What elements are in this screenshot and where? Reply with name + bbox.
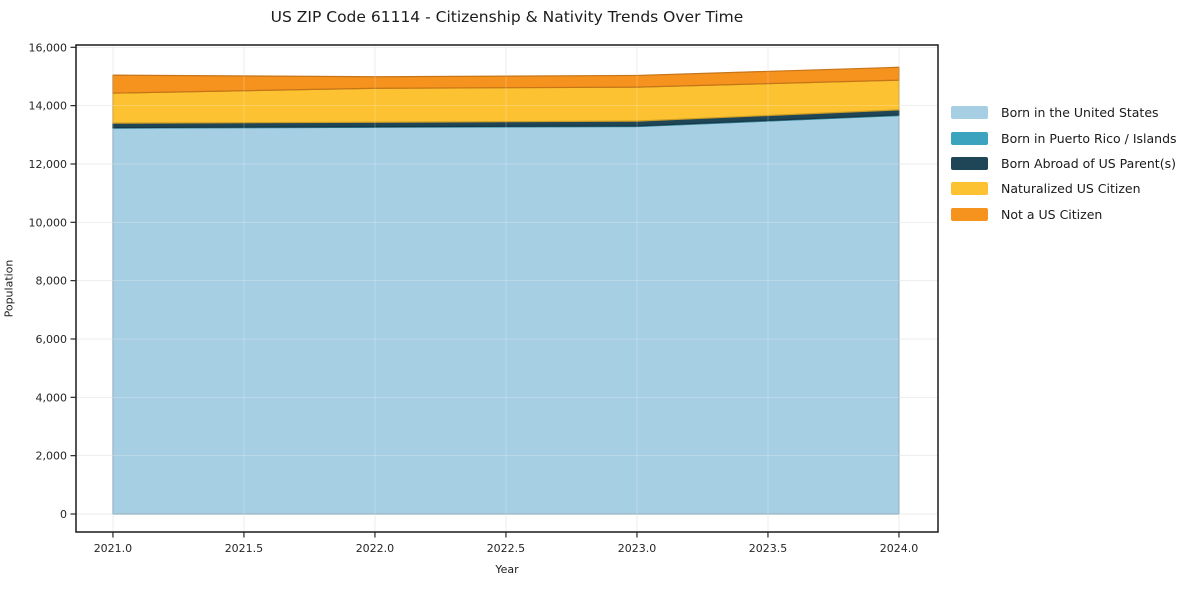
area-series-4 <box>112 66 900 94</box>
y-tick-label: 16,000 <box>29 41 68 54</box>
legend-swatch-icon <box>951 106 988 120</box>
y-tick-label: 2,000 <box>36 450 68 463</box>
y-tick-label: 14,000 <box>29 100 68 113</box>
legend-item: Born in the United States <box>951 100 1177 125</box>
stacked-areas <box>112 66 900 515</box>
x-tick-label: 2022.5 <box>487 542 526 555</box>
legend-item: Naturalized US Citizen <box>951 176 1177 201</box>
y-axis-title: Population <box>2 259 16 318</box>
legend-label: Born in Puerto Rico / Islands <box>1001 130 1177 146</box>
legend-swatch-icon <box>951 131 988 145</box>
legend-swatch-icon <box>951 207 988 221</box>
legend-item: Born Abroad of US Parent(s) <box>951 151 1177 176</box>
chart-title: US ZIP Code 61114 - Citizenship & Nativi… <box>270 8 744 26</box>
legend: Born in the United States Born in Puerto … <box>951 100 1177 227</box>
legend-label: Naturalized US Citizen <box>1001 181 1141 197</box>
y-tick-label: 12,000 <box>29 158 68 171</box>
legend-label: Born in the United States <box>1001 105 1159 121</box>
y-tick-label: 6,000 <box>36 333 68 346</box>
y-tick-label: 0 <box>60 508 67 521</box>
legend-label: Born Abroad of US Parent(s) <box>1001 155 1176 171</box>
x-tick-label: 2022.0 <box>356 542 395 555</box>
x-tick-label: 2021.5 <box>225 542 264 555</box>
x-tick-label: 2023.5 <box>749 542 788 555</box>
y-tick-label: 4,000 <box>36 391 68 404</box>
legend-label: Not a US Citizen <box>1001 206 1103 222</box>
x-tick-label: 2021.0 <box>94 542 133 555</box>
x-tick-label: 2024.0 <box>880 542 919 555</box>
legend-swatch-icon <box>951 182 988 196</box>
y-tick-label: 10,000 <box>29 216 68 229</box>
x-tick-label: 2023.0 <box>618 542 657 555</box>
tick-labels: 2021.0 2021.5 2022.0 2022.5 2023.0 2023.5 2024… <box>29 41 919 555</box>
gridlines-overlay <box>76 45 938 532</box>
x-axis-title: Year <box>495 563 519 576</box>
axes-frame <box>75 44 939 533</box>
legend-item: Not a US Citizen <box>951 202 1177 227</box>
y-tick-label: 8,000 <box>36 275 68 288</box>
tick-marks <box>70 46 900 538</box>
legend-item: Born in Puerto Rico / Islands <box>951 125 1177 150</box>
legend-swatch-icon <box>951 156 988 170</box>
